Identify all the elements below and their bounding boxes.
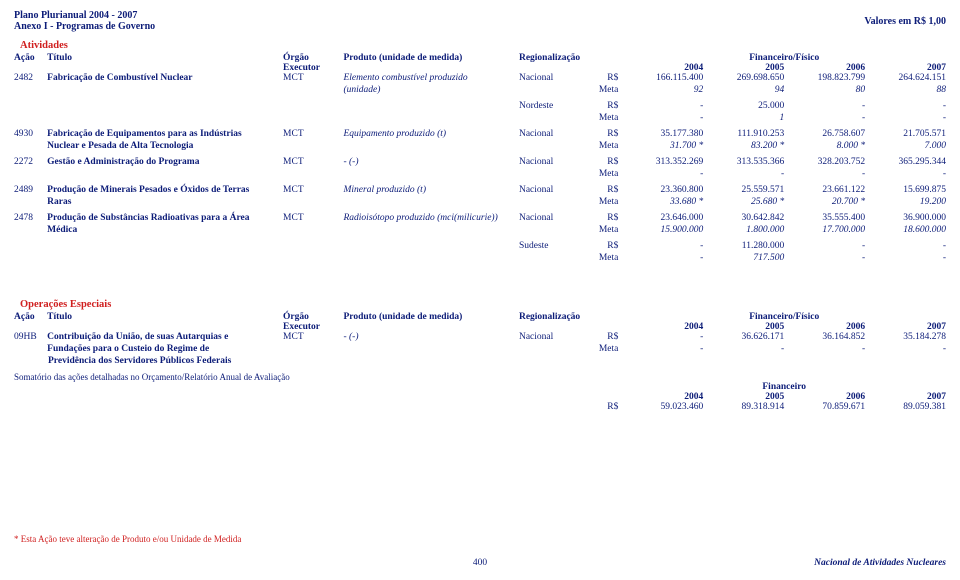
table-row: Meta---- <box>14 169 946 181</box>
col-2007: 2007 <box>865 63 946 73</box>
footer-right: Nacional de Atividades Nucleares <box>814 558 946 568</box>
table-row: 4930Fabricação de Equipamentos para as I… <box>14 129 946 141</box>
table-row: 2489Produção de Minerais Pesados e Óxido… <box>14 185 946 197</box>
fin-2006: 2006 <box>784 392 865 402</box>
table-row: 09HBContribuição da União, de suas Autar… <box>14 332 946 344</box>
table-row: SudesteR$-11.280.000-- <box>14 241 946 253</box>
totals-row: R$ 59.023.460 89.318.914 70.859.671 89.0… <box>14 402 946 414</box>
col-titulo: Título <box>47 53 283 63</box>
col-acao: Ação <box>14 53 47 63</box>
col2-2006: 2006 <box>784 322 865 332</box>
fin-2004: 2004 <box>622 392 703 402</box>
totals-rs: R$ <box>591 402 622 414</box>
col2-2004: 2004 <box>622 322 703 332</box>
column-header-row2: Executor 2004 2005 2006 2007 <box>14 63 946 73</box>
page-number: 400 <box>14 558 946 568</box>
header-line2: Anexo I - Programas de Governo <box>14 21 155 32</box>
doc-header-left: Plano Plurianual 2004 - 2007 Anexo I - P… <box>14 10 155 32</box>
col2-2005: 2005 <box>703 322 784 332</box>
column-header-row1: Ação Título Órgão Produto (unidade de me… <box>14 53 946 63</box>
col2-executor: Executor <box>283 322 343 332</box>
col-2005: 2005 <box>703 63 784 73</box>
total-2007: 89.059.381 <box>865 402 946 414</box>
col2-orgao: Órgão <box>283 312 343 322</box>
table-row: Fundações para o Custeio do Regime deMet… <box>14 344 946 356</box>
table-row: 2482Fabricação de Combustível NuclearMCT… <box>14 73 946 85</box>
col-orgao: Órgão <box>283 53 343 63</box>
doc-header-right: Valores em R$ 1,00 <box>864 16 946 27</box>
table-row: Nuclear e Pesada de Alta TecnologiaMeta3… <box>14 141 946 153</box>
table-row: RarasMeta33.680 *25.680 *20.700 *19.200 <box>14 197 946 209</box>
fin-2007: 2007 <box>865 392 946 402</box>
page-footer: 400 Nacional de Atividades Nucleares <box>14 558 946 568</box>
col2-regional: Regionalização <box>519 312 591 322</box>
header-line1: Plano Plurianual 2004 - 2007 <box>14 10 155 21</box>
atividades-rows: 2482Fabricação de Combustível NuclearMCT… <box>14 73 946 269</box>
table-row: (unidade)Meta92948088 <box>14 85 946 97</box>
table-row: Meta-1-- <box>14 113 946 125</box>
total-2004: 59.023.460 <box>622 402 703 414</box>
footnote: * Esta Ação teve alteração de Produto e/… <box>14 534 241 544</box>
column-header2-row1: Ação Título Órgão Produto (unidade de me… <box>14 312 946 322</box>
fin-2005: 2005 <box>703 392 784 402</box>
col2-2007: 2007 <box>865 322 946 332</box>
financeiro-label: Financeiro <box>622 382 946 392</box>
col-2006: 2006 <box>784 63 865 73</box>
table-row: MédicaMeta15.900.0001.800.00017.700.0001… <box>14 225 946 237</box>
table-row: 2478Produção de Substâncias Radioativas … <box>14 213 946 225</box>
total-2005: 89.318.914 <box>703 402 784 414</box>
col-finfis: Financeiro/Físico <box>622 53 946 63</box>
col2-acao: Ação <box>14 312 47 322</box>
col-regional: Regionalização <box>519 53 591 63</box>
financeiro-header: Financeiro <box>14 382 946 392</box>
section-operacoes: Operações Especiais <box>20 299 946 310</box>
financeiro-years: 2004 2005 2006 2007 <box>14 392 946 402</box>
col2-finfis: Financeiro/Físico <box>622 312 946 322</box>
total-2006: 70.859.671 <box>784 402 865 414</box>
table-row: 2272Gestão e Administração do ProgramaMC… <box>14 157 946 169</box>
column-header2-row2: Executor 2004 2005 2006 2007 <box>14 322 946 332</box>
col-2004: 2004 <box>622 63 703 73</box>
table-row: Previdência dos Servidores Públicos Fede… <box>14 356 946 368</box>
col-unit <box>591 53 622 63</box>
operacoes-rows: 09HBContribuição da União, de suas Autar… <box>14 332 946 368</box>
table-row: NordesteR$-25.000-- <box>14 101 946 113</box>
col-executor: Executor <box>283 63 343 73</box>
table-row: Meta-717.500-- <box>14 253 946 265</box>
col2-titulo: Título <box>47 312 283 322</box>
somatorio-label: Somatório das ações detalhadas no Orçame… <box>14 372 946 382</box>
section-atividades: Atividades <box>20 40 946 51</box>
col2-produto: Produto (unidade de medida) <box>343 312 518 322</box>
col-produto: Produto (unidade de medida) <box>343 53 518 63</box>
